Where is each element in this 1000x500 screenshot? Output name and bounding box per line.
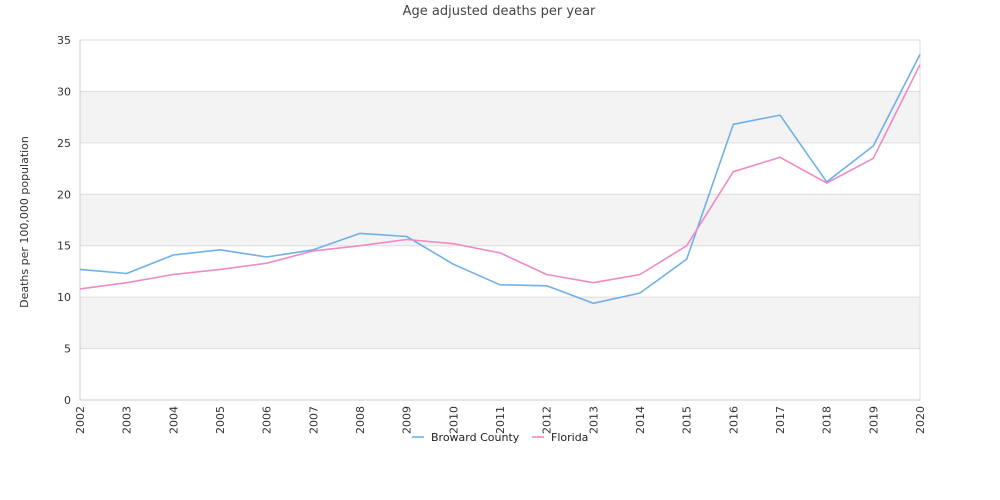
y-axis-ticks: 0 5 10 15 20 25 30 35 xyxy=(57,34,71,407)
x-tick-label: 2008 xyxy=(354,406,367,434)
y-tick-label: 5 xyxy=(64,343,71,356)
legend-item: Florida xyxy=(532,431,588,444)
x-tick-label: 2016 xyxy=(727,406,740,434)
grid-band-3 xyxy=(80,194,920,246)
x-tick-label: 2009 xyxy=(401,406,414,434)
x-tick-label: 2019 xyxy=(867,406,880,434)
y-tick-label: 25 xyxy=(57,137,71,150)
grid-band-2 xyxy=(80,245,920,298)
series-line-1 xyxy=(79,64,921,290)
series-lines xyxy=(79,54,921,305)
x-tick-label: 2006 xyxy=(261,406,274,434)
grid-bands xyxy=(80,40,920,400)
y-tick-label: 20 xyxy=(57,188,71,201)
series-line-0 xyxy=(79,54,921,305)
x-tick-label: 2004 xyxy=(167,406,180,434)
y-axis-title: Deaths per 100,000 population xyxy=(18,136,31,308)
x-tick-label: 2002 xyxy=(74,406,87,434)
grid-band-6 xyxy=(80,40,920,92)
x-tick-label: 2013 xyxy=(587,406,600,434)
x-tick-label: 2010 xyxy=(447,406,460,434)
x-tick-label: 2012 xyxy=(541,406,554,434)
legend-label: Florida xyxy=(551,431,588,444)
x-tick-label: 2014 xyxy=(634,406,647,434)
chart-title: Age adjusted deaths per year xyxy=(403,4,596,19)
x-tick-label: 2011 xyxy=(494,406,507,434)
x-tick-label: 2015 xyxy=(681,406,694,434)
y-tick-label: 10 xyxy=(57,291,71,304)
x-tick-label: 2017 xyxy=(774,406,787,434)
grid-band-0 xyxy=(80,348,920,400)
x-tick-label: 2005 xyxy=(214,406,227,434)
grid-band-1 xyxy=(80,297,920,349)
legend-item: Broward County xyxy=(412,431,520,444)
x-tick-label: 2018 xyxy=(821,406,834,434)
y-tick-label: 30 xyxy=(57,85,71,98)
y-tick-label: 35 xyxy=(57,34,71,47)
x-tick-label: 2007 xyxy=(307,406,320,434)
legend: Broward County Florida xyxy=(412,431,588,444)
y-tick-label: 15 xyxy=(57,240,71,253)
x-tick-label: 2003 xyxy=(121,406,134,434)
legend-label: Broward County xyxy=(431,431,520,444)
grid-band-5 xyxy=(80,91,920,143)
gridlines xyxy=(79,39,921,401)
y-tick-label: 0 xyxy=(64,394,71,407)
x-axis-ticks: 2002 2003 2004 2005 2006 2007 2008 2009 2010 2011… xyxy=(74,406,927,434)
x-tick-label: 2020 xyxy=(914,406,927,434)
grid-band-4 xyxy=(80,142,920,195)
